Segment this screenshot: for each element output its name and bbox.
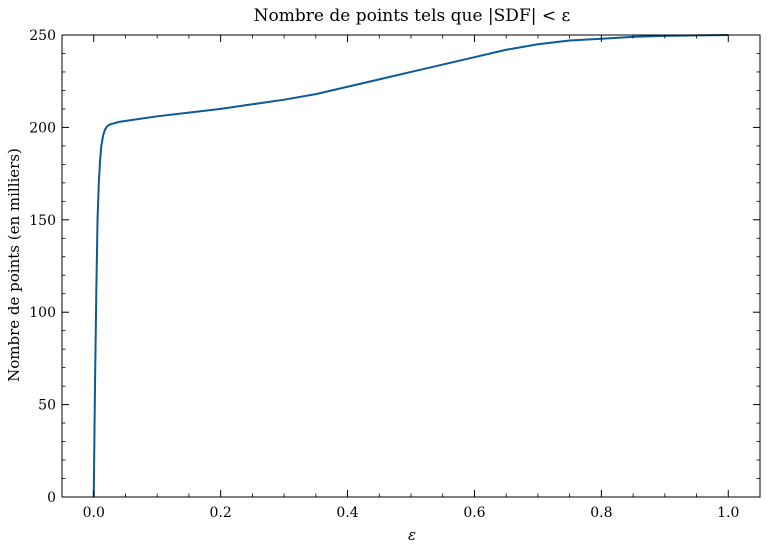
y-axis-title: Nombre de points (en milliers) xyxy=(5,148,23,382)
y-tick-label: 50 xyxy=(38,398,56,414)
x-tick-label: 0.4 xyxy=(336,505,358,521)
x-tick-label: 0.0 xyxy=(83,505,105,521)
y-tick-label: 150 xyxy=(29,213,56,229)
plot-frame xyxy=(61,34,761,498)
plot-content xyxy=(92,34,729,498)
x-tick-label: 0.6 xyxy=(463,505,485,521)
y-tick-label: 200 xyxy=(29,120,56,136)
x-axis-title: ε xyxy=(408,526,416,544)
series-line xyxy=(92,34,729,498)
x-tick-label: 0.8 xyxy=(590,505,612,521)
chart-title: Nombre de points tels que |SDF| < ε xyxy=(254,6,571,26)
y-tick-label: 100 xyxy=(29,305,56,321)
axis-ticks: 0.0 0.2 0.4 0.6 0.8 1.0 0 50 100 150 200 250 xyxy=(29,28,761,521)
x-tick-label: 0.2 xyxy=(210,505,232,521)
y-tick-label: 250 xyxy=(29,28,56,44)
y-tick-label: 0 xyxy=(47,490,56,506)
x-tick-label: 1.0 xyxy=(717,505,739,521)
